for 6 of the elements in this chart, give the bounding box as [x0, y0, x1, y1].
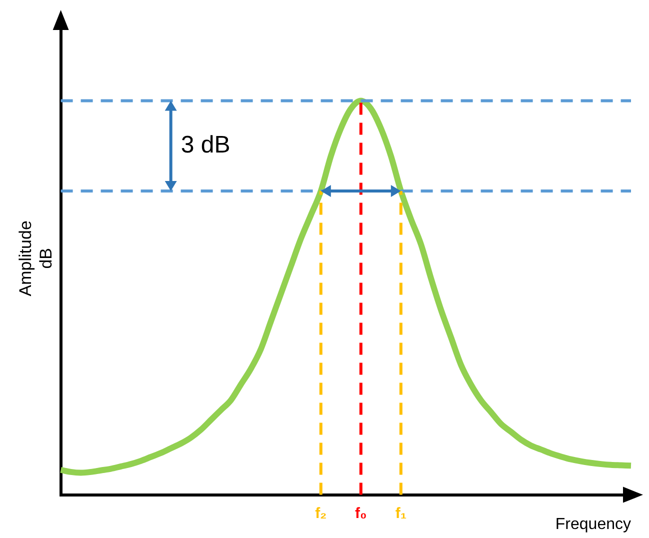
- x-tick-label: f₀: [355, 504, 367, 522]
- x-tick-label: f₁: [395, 504, 407, 522]
- x-tick-label: f₂: [315, 504, 327, 522]
- x-axis-title: Frequency: [555, 516, 631, 533]
- y-axis-title: Amplitude dB: [16, 220, 56, 296]
- annotation: 3 dB: [180, 132, 230, 159]
